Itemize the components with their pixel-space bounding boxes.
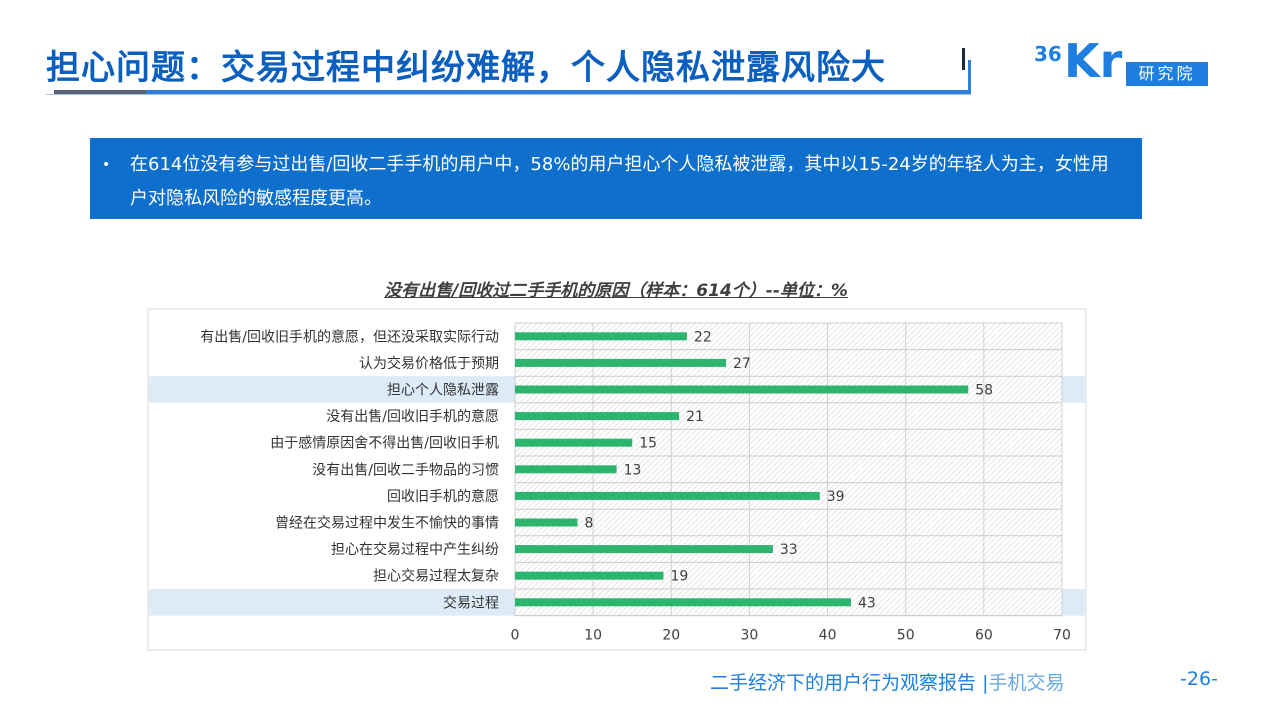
bar-value-label: 8 — [585, 516, 594, 532]
title-underline-thin — [46, 94, 971, 95]
footer: 二手经济下的用户行为观察报告 |手机交易 — [710, 668, 1064, 695]
x-tick-label: 30 — [741, 628, 759, 644]
footer-report: 二手经济下的用户行为观察报告 — [710, 672, 977, 694]
bar — [515, 465, 617, 474]
category-label: 担心个人隐私泄露 — [387, 383, 499, 399]
x-tick-label: 20 — [662, 628, 680, 644]
bar-value-label: 58 — [975, 383, 993, 399]
x-tick-label: 0 — [511, 628, 520, 644]
bar-value-label: 15 — [639, 436, 657, 452]
category-label: 担心在交易过程中产生纠纷 — [331, 541, 499, 558]
logo-number: 36 — [1034, 42, 1062, 66]
category-label: 由于感情原因舍不得出售/回收旧手机 — [270, 435, 499, 452]
footer-separator: | — [982, 672, 989, 694]
bar-value-label: 22 — [694, 329, 712, 345]
title-bracket-blue — [968, 60, 971, 94]
bar — [515, 412, 680, 421]
page-number: -26- — [1180, 668, 1218, 690]
logo-label: 研究院 — [1126, 62, 1208, 86]
summary-box: • 在614位没有参与过出售/回收二手手机的用户中，58%的用户担心个人隐私被泄… — [90, 138, 1142, 219]
bar-value-label: 19 — [670, 569, 688, 585]
bar — [515, 491, 820, 500]
bar — [515, 518, 578, 527]
category-label: 没有出售/回收旧手机的意愿 — [326, 408, 499, 425]
x-tick-label: 70 — [1053, 628, 1071, 644]
brand-logo: 36 Kr 研究院 — [1034, 34, 1210, 90]
bar-value-label: 27 — [733, 356, 751, 372]
bar-value-label: 33 — [780, 542, 798, 558]
bar — [515, 571, 664, 580]
x-tick-label: 60 — [975, 628, 993, 644]
title-bracket-dark — [962, 48, 965, 70]
bar — [515, 545, 773, 554]
bar — [515, 385, 969, 394]
category-label: 认为交易价格低于预期 — [359, 355, 499, 372]
category-label: 担心交易过程太复杂 — [373, 568, 499, 585]
bar-value-label: 21 — [686, 409, 704, 425]
category-label: 没有出售/回收二手物品的习惯 — [312, 461, 499, 478]
logo-letters: Kr — [1064, 34, 1123, 88]
category-label: 交易过程 — [443, 594, 499, 611]
summary-text: 在614位没有参与过出售/回收二手手机的用户中，58%的用户担心个人隐私被泄露，… — [130, 154, 1109, 209]
category-label: 有出售/回收旧手机的意愿，但还没采取实际行动 — [200, 328, 499, 345]
x-tick-label: 40 — [819, 628, 837, 644]
page-title: 担心问题：交易过程中纠纷难解，个人隐私泄露风险大 — [46, 48, 886, 88]
category-label: 回收旧手机的意愿 — [387, 488, 499, 505]
bar-value-label: 43 — [858, 595, 876, 611]
title-underline-dark — [54, 90, 146, 94]
category-label: 曾经在交易过程中发生不愉快的事情 — [275, 515, 499, 532]
chart-title: 没有出售/回收过二手手机的原因（样本：614个）--单位：% — [384, 281, 848, 301]
x-tick-label: 50 — [897, 628, 915, 644]
bar — [515, 598, 852, 607]
footer-section: 手机交易 — [988, 672, 1065, 694]
bar — [515, 358, 726, 367]
bar-value-label: 39 — [827, 489, 845, 505]
summary-bullet: • — [102, 157, 111, 173]
x-tick-label: 10 — [584, 628, 602, 644]
bar-value-label: 13 — [624, 462, 642, 478]
bar — [515, 438, 633, 447]
title-underline-blue — [146, 90, 968, 94]
bar — [515, 332, 687, 341]
